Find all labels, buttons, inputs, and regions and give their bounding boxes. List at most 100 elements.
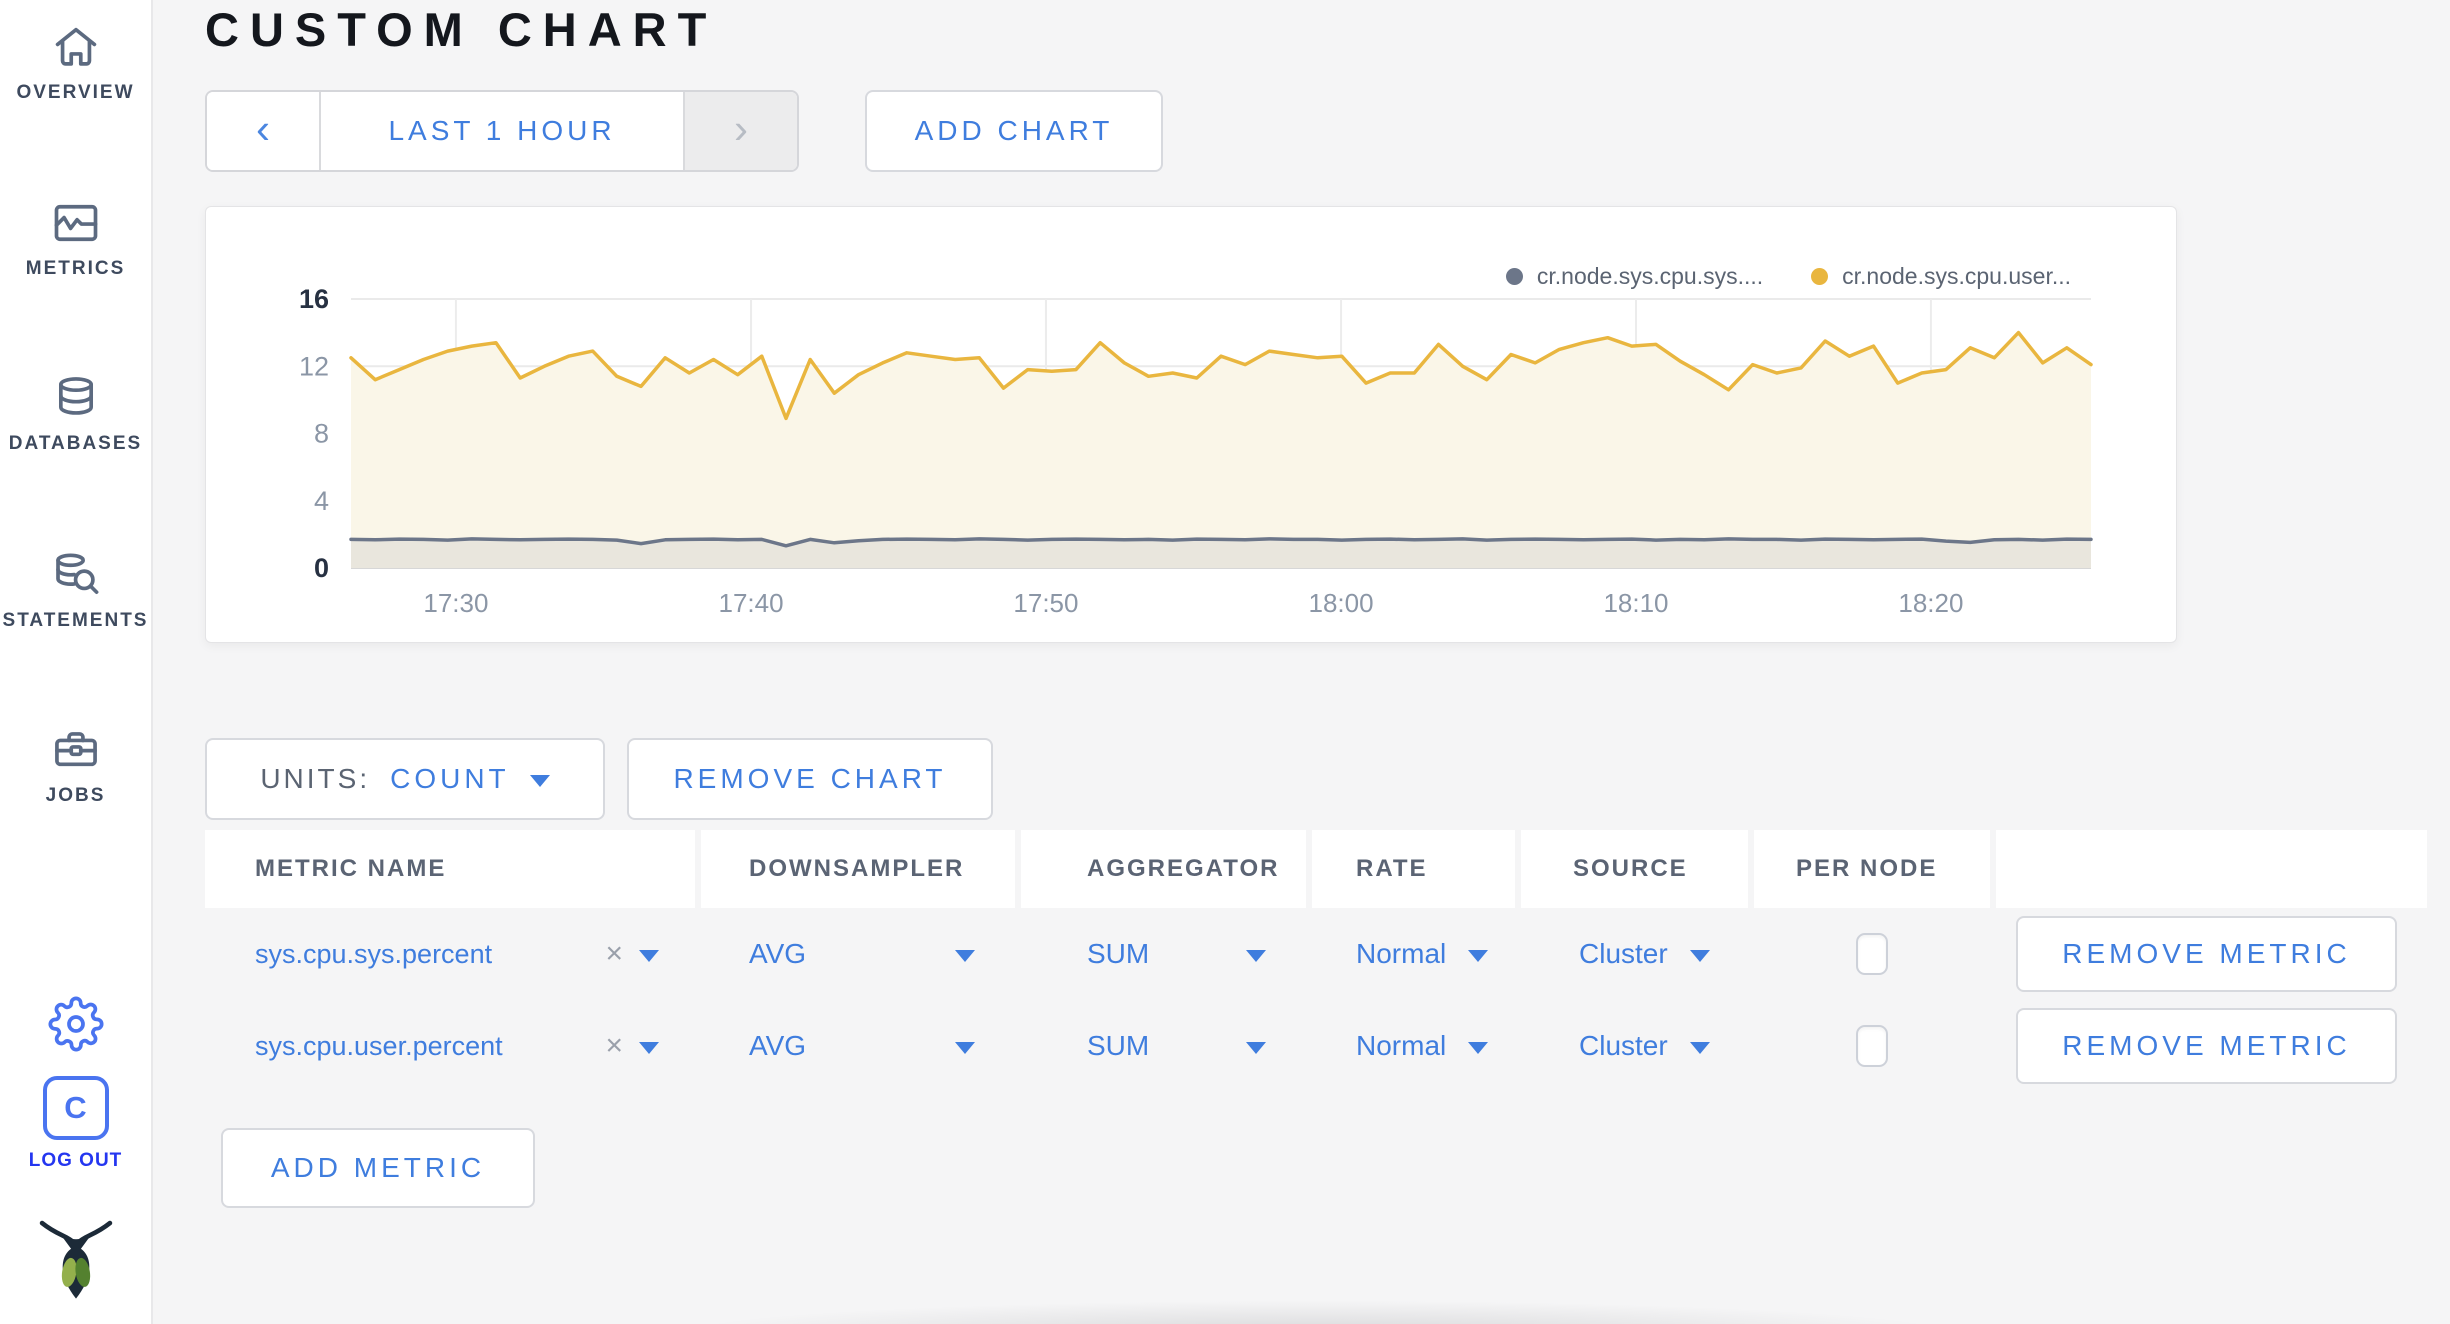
legend-dot-0 — [1505, 268, 1523, 285]
col-header-per-node: PER NODE — [1754, 830, 1990, 908]
svg-text:18:10: 18:10 — [1603, 588, 1668, 618]
sidebar: OVERVIEW METRICS DATABASES — [0, 0, 153, 1324]
legend-label: cr.node.sys.cpu.sys.... — [1536, 263, 1764, 289]
cockroach-bug-icon — [39, 1220, 112, 1299]
sidebar-item-jobs[interactable]: JOBS — [0, 724, 151, 807]
metric-name[interactable]: sys.cpu.sys.percent — [255, 938, 493, 969]
main-content: CUSTOM CHART ‹ LAST 1 HOUR › ADD CHART 0… — [151, 0, 2450, 1324]
chevron-down-icon — [955, 949, 975, 962]
page-title: CUSTOM CHART — [205, 3, 718, 56]
chevron-down-icon — [1468, 1041, 1489, 1054]
metric-row: sys.cpu.sys.percent × AVG SUM Normal — [205, 908, 2427, 1000]
logout-label: LOG OUT — [28, 1150, 123, 1171]
sidebar-item-statements[interactable]: STATEMENTS — [0, 549, 151, 632]
downsampler-value: AVG — [749, 938, 807, 969]
cockroach-c-icon: C — [42, 1076, 109, 1140]
next-panel-shadow — [501, 1294, 2201, 1324]
per-node-checkbox[interactable] — [1856, 1025, 1888, 1067]
col-header-downsampler: DOWNSAMPLER — [701, 830, 1015, 908]
time-range-selector: ‹ LAST 1 HOUR › — [205, 90, 799, 172]
source-value: Cluster — [1579, 1030, 1668, 1061]
add-metric-button[interactable]: ADD METRIC — [221, 1128, 535, 1208]
col-header-rate: RATE — [1312, 830, 1515, 908]
time-range-prev-button[interactable]: ‹ — [207, 92, 319, 170]
rate-select[interactable]: Normal — [1312, 908, 1515, 1000]
metric-name-cell[interactable]: sys.cpu.sys.percent × — [205, 908, 695, 1000]
rate-value: Normal — [1356, 1030, 1447, 1061]
aggregator-select[interactable]: SUM — [1021, 908, 1306, 1000]
legend-label: cr.node.sys.cpu.user... — [1842, 263, 2071, 289]
clear-metric-icon[interactable]: × — [605, 1029, 623, 1062]
legend-item-user: cr.node.sys.cpu.user... — [1811, 263, 2071, 290]
aggregator-value: SUM — [1087, 1030, 1150, 1061]
metric-row: sys.cpu.user.percent × AVG SUM Normal — [205, 1000, 2427, 1092]
rate-value: Normal — [1356, 938, 1447, 969]
chevron-down-icon — [1468, 949, 1489, 962]
sidebar-item-label: STATEMENTS — [2, 610, 149, 631]
settings-button[interactable] — [0, 996, 151, 1052]
aggregator-value: SUM — [1087, 938, 1150, 969]
svg-text:18:20: 18:20 — [1898, 588, 1963, 618]
remove-chart-button[interactable]: REMOVE CHART — [627, 738, 993, 820]
source-select[interactable]: Cluster — [1521, 1000, 1748, 1092]
per-node-cell — [1754, 908, 1990, 1000]
table-header-row: METRIC NAME DOWNSAMPLER AGGREGATOR RATE … — [205, 830, 2427, 908]
col-header-source: SOURCE — [1521, 830, 1748, 908]
logout-letter: C — [64, 1090, 87, 1125]
col-header-aggregator: AGGREGATOR — [1021, 830, 1306, 908]
per-node-checkbox[interactable] — [1856, 933, 1888, 975]
time-range-value[interactable]: LAST 1 HOUR — [319, 92, 685, 170]
sidebar-item-metrics[interactable]: METRICS — [0, 197, 151, 280]
svg-text:17:40: 17:40 — [718, 588, 783, 618]
metrics-table: METRIC NAME DOWNSAMPLER AGGREGATOR RATE … — [205, 830, 2427, 1092]
sidebar-item-label: JOBS — [45, 785, 106, 806]
aggregator-select[interactable]: SUM — [1021, 1000, 1306, 1092]
chevron-right-icon: › — [734, 104, 748, 152]
col-header-metric-name: METRIC NAME — [205, 830, 695, 908]
chevron-down-icon — [1689, 1041, 1710, 1054]
downsampler-select[interactable]: AVG — [701, 908, 1015, 1000]
chevron-down-icon — [1689, 949, 1710, 962]
remove-metric-button[interactable]: REMOVE METRIC — [2016, 1008, 2397, 1084]
home-icon — [55, 27, 96, 66]
line-chart: 0 4 8 12 16 17:30 17:40 17:50 18:00 18:10 18:20 — [299, 284, 2093, 618]
rate-select[interactable]: Normal — [1312, 1000, 1515, 1092]
sidebar-item-overview[interactable]: OVERVIEW — [0, 21, 151, 104]
svg-text:16: 16 — [299, 284, 329, 314]
cockroach-logo — [0, 1212, 151, 1302]
col-header-actions — [1996, 830, 2427, 908]
svg-text:18:00: 18:00 — [1309, 588, 1374, 618]
gear-icon — [47, 996, 104, 1052]
database-search-icon — [55, 553, 98, 594]
svg-text:17:30: 17:30 — [423, 588, 488, 618]
chevron-down-icon — [1246, 949, 1266, 962]
metric-name-cell[interactable]: sys.cpu.user.percent × — [205, 1000, 695, 1092]
remove-metric-button[interactable]: REMOVE METRIC — [2016, 916, 2397, 992]
briefcase-icon — [54, 732, 97, 767]
per-node-cell — [1754, 1000, 1990, 1092]
units-prefix-label: UNITS: — [260, 763, 371, 794]
sidebar-item-label: METRICS — [25, 258, 126, 279]
sidebar-item-label: OVERVIEW — [16, 82, 135, 103]
chart-legend: cr.node.sys.cpu.sys.... cr.node.sys.cpu.… — [1505, 263, 2071, 290]
metric-name[interactable]: sys.cpu.user.percent — [255, 1030, 503, 1061]
time-range-next-button[interactable]: › — [685, 92, 797, 170]
units-dropdown[interactable]: UNITS: COUNT — [205, 738, 605, 820]
chevron-down-icon — [1246, 1041, 1266, 1054]
legend-item-sys: cr.node.sys.cpu.sys.... — [1505, 263, 1764, 290]
legend-dot-1 — [1811, 268, 1829, 285]
downsampler-select[interactable]: AVG — [701, 1000, 1015, 1092]
database-icon — [58, 377, 93, 415]
svg-text:17:50: 17:50 — [1013, 588, 1078, 618]
source-select[interactable]: Cluster — [1521, 908, 1748, 1000]
svg-text:12: 12 — [299, 351, 329, 381]
logout-button[interactable]: C LOG OUT — [0, 1076, 151, 1172]
clear-metric-icon[interactable]: × — [605, 937, 623, 970]
source-value: Cluster — [1579, 938, 1668, 969]
svg-text:0: 0 — [314, 553, 329, 583]
chart-controls-row: UNITS: COUNT REMOVE CHART — [205, 738, 993, 820]
sidebar-item-databases[interactable]: DATABASES — [0, 372, 151, 455]
add-chart-button[interactable]: ADD CHART — [865, 90, 1163, 172]
chevron-left-icon: ‹ — [256, 104, 270, 152]
